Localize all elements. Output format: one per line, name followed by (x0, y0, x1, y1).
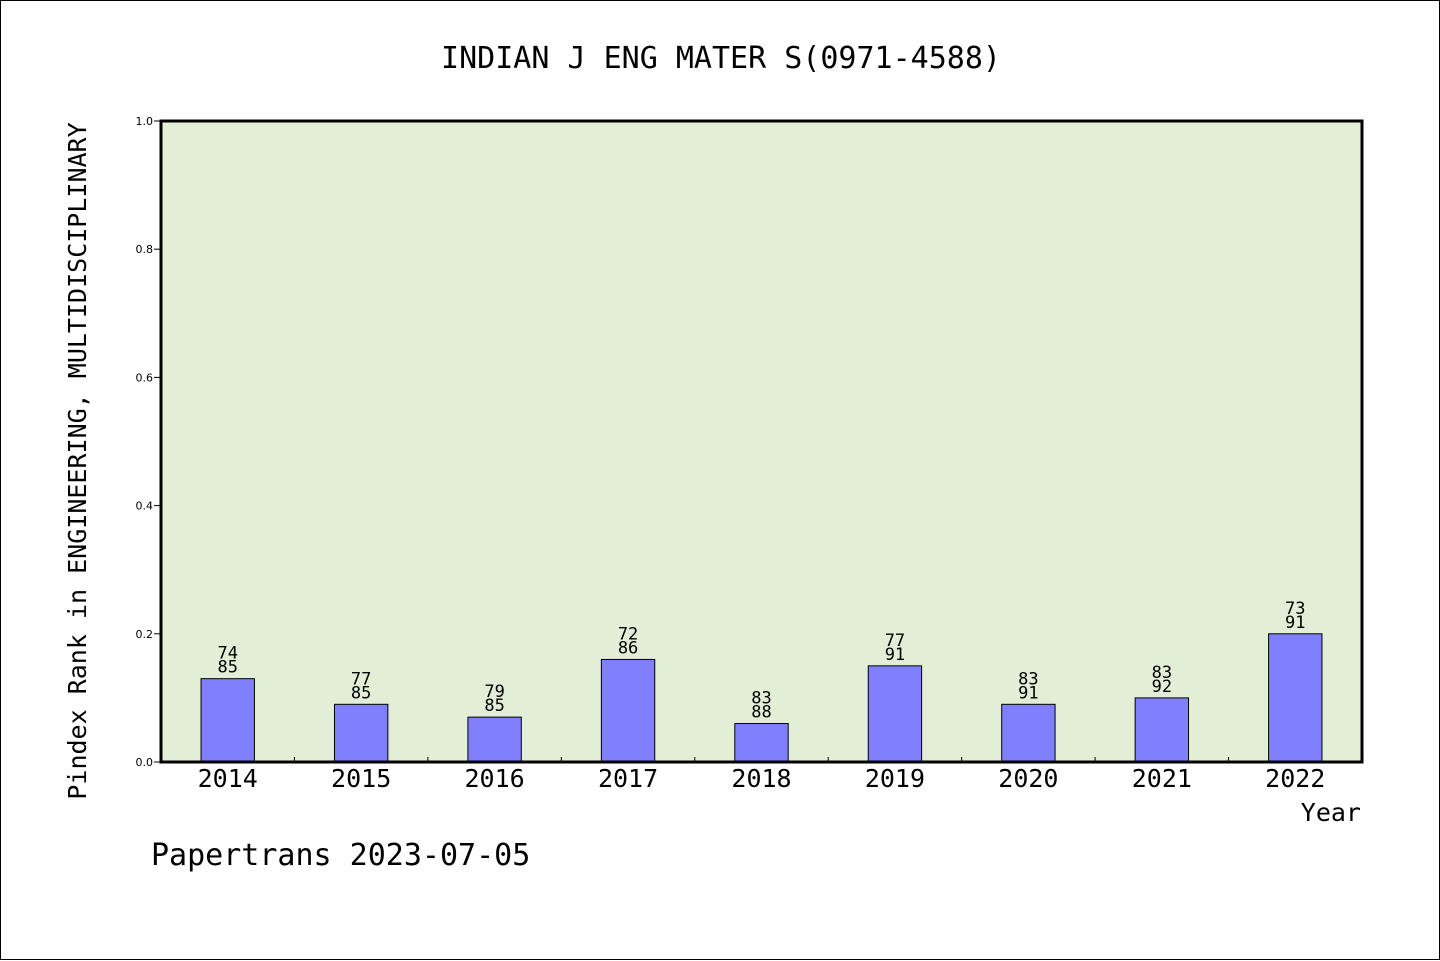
x-tick-label: 2022 (1265, 764, 1325, 793)
bar-label-top: 79 (484, 682, 504, 702)
bar (1001, 703, 1056, 763)
bar-label-bottom: 85 (351, 683, 371, 703)
bar (1268, 633, 1323, 763)
bar-label-top: 83 (1152, 663, 1172, 683)
y-axis-label: Pindex Rank in ENGINEERING, MULTIDISCIPL… (63, 122, 92, 799)
bar-label-bottom: 92 (1152, 677, 1172, 697)
y-tick-label: 0.0 (136, 756, 154, 769)
plot-border (159, 119, 1364, 764)
bar (867, 665, 923, 763)
bar (333, 703, 389, 763)
bar-label-top: 83 (751, 689, 771, 709)
bar (734, 723, 789, 763)
x-tick-label: 2018 (731, 764, 791, 793)
bar-label-bottom: 91 (885, 645, 905, 665)
bar-label-top: 77 (885, 631, 905, 651)
bar (200, 678, 255, 763)
x-tick-label: 2016 (465, 764, 525, 793)
x-tick-label: 2017 (598, 764, 658, 793)
x-tick-label: 2021 (1132, 764, 1192, 793)
bar (600, 658, 656, 763)
bar-label-top: 72 (618, 624, 638, 644)
bar (1134, 697, 1190, 763)
y-axis-ticks: 0.0 0.2 0.4 0.6 0.8 1.0 (136, 115, 161, 769)
x-axis-ticks: 2014 2015 2016 2017 2018 2019 2020 2021 2022 (198, 757, 1325, 793)
bar-label-bottom: 88 (751, 703, 771, 723)
y-tick-label: 1.0 (136, 115, 154, 128)
bar (467, 716, 522, 763)
bar-label-top: 77 (351, 669, 371, 689)
bar-label-bottom: 85 (484, 696, 504, 716)
x-tick-label: 2015 (331, 764, 391, 793)
plot-area (161, 121, 1362, 762)
y-tick-label: 0.8 (136, 243, 154, 256)
x-axis-label: Year (1301, 798, 1361, 827)
bar-label-bottom: 91 (1018, 683, 1038, 703)
x-tick-label: 2014 (198, 764, 258, 793)
y-tick-label: 0.6 (136, 371, 154, 384)
y-tick-label: 0.2 (136, 628, 154, 641)
watermark-text: Papertrans 2023-07-05 (151, 838, 530, 873)
y-tick-label: 0.4 (136, 500, 154, 513)
bar-label-bottom: 91 (1285, 613, 1305, 633)
bar-label-top: 74 (217, 644, 237, 664)
x-tick-label: 2019 (865, 764, 925, 793)
chart-title: INDIAN J ENG MATER S(0971-4588) (441, 41, 1001, 76)
bar-label-top: 83 (1018, 669, 1038, 689)
bar-label-top: 73 (1285, 599, 1305, 619)
bar-label-bottom: 86 (618, 638, 638, 658)
x-tick-label: 2020 (998, 764, 1058, 793)
bar-label-bottom: 85 (217, 658, 237, 678)
